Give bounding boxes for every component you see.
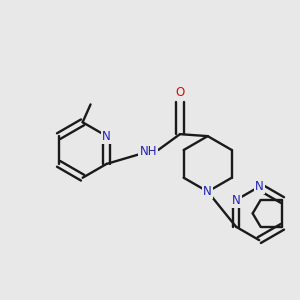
Text: N: N bbox=[232, 194, 240, 206]
Text: N: N bbox=[255, 180, 264, 193]
Text: NH: NH bbox=[140, 146, 157, 158]
Text: O: O bbox=[175, 86, 184, 99]
Text: N: N bbox=[102, 130, 111, 142]
Text: N: N bbox=[203, 185, 212, 198]
